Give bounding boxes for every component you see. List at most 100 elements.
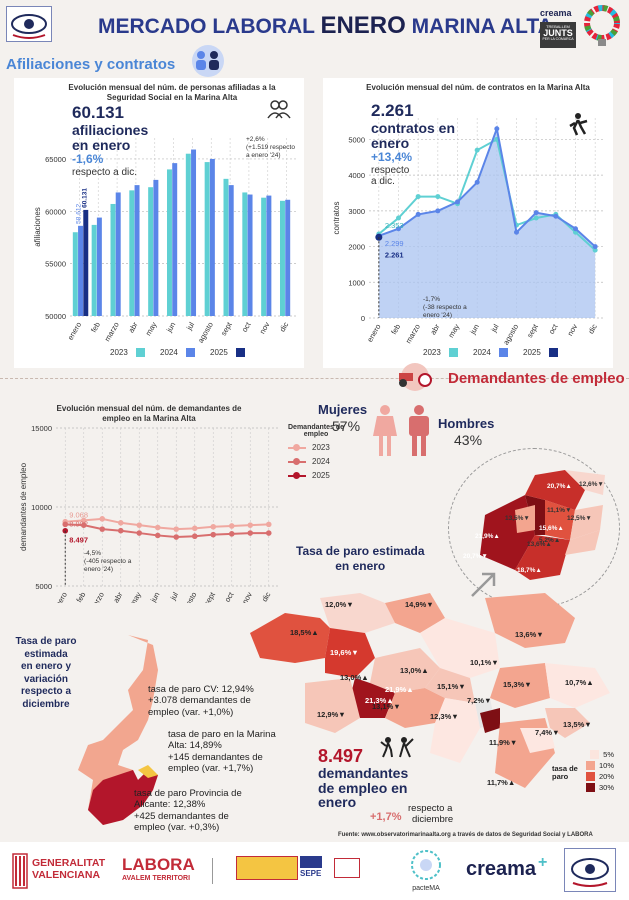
demandantes-point [247, 522, 254, 528]
ma-block: tasa de paro en la Marina Alta: 14,89% +… [168, 729, 276, 775]
tasa-title-1: Tasa de paro [15, 636, 77, 647]
demandantes-legend-items: 2023 2024 2025 [288, 443, 344, 480]
gender-block: Mujeres 57% Hombres 43% [318, 402, 498, 482]
zoom-rate-label: 20,7%▼ [463, 553, 488, 560]
sdg-wheel-icon [580, 3, 624, 47]
hombres-pct: 43% [454, 432, 483, 448]
map-legend-title-2: paro [552, 772, 569, 782]
section-title-demandantes: Demandantes de empleo [448, 370, 625, 387]
demandantes-point [99, 526, 106, 532]
demandantes-point [228, 523, 235, 529]
demandantes-chart-panel: Evolución mensual del núm. de demandante… [14, 398, 284, 603]
afiliaciones-bar [185, 153, 191, 316]
map-rate-label: 12,3%▼ [430, 712, 459, 721]
map-legend-title-1: tasa de [552, 764, 578, 773]
afiliaciones-bar [166, 169, 172, 316]
demandantes-ylabel: demandantes de empleo [19, 462, 28, 551]
map-legend-item: 5% [586, 749, 614, 760]
contratos-xtick: agosto [501, 323, 520, 347]
afiliaciones-bar [209, 158, 215, 316]
map-rate-label: 10,7%▲ [565, 678, 594, 687]
contratos-point [415, 194, 421, 200]
demandantes-xtick: nov [240, 590, 254, 603]
demandantes-data-label: 8.497 [69, 536, 88, 545]
contratos-data-label: 2.261 [385, 250, 404, 259]
demandantes-chart-title: Evolución mensual del núm. de demandante… [56, 404, 242, 423]
demandantes-point [265, 521, 272, 528]
afiliaciones-bar [242, 192, 248, 316]
afiliaciones-xtick: agosto [196, 321, 215, 345]
demandantes-xtick: marzo [88, 591, 106, 604]
zoom-rate-label: 15,6%▲ [539, 525, 564, 532]
junts-logo: TREBALLEM JUNTS PER LA COMARCA [540, 22, 576, 48]
contratos-ytick: 2000 [348, 243, 365, 252]
demandantes-legend-label: 2024 [312, 457, 330, 466]
demandantes-xtick: abr [111, 590, 124, 603]
contratos-var: +13,4% [371, 150, 413, 165]
demandantes-line [65, 517, 269, 531]
demandantes-point [191, 533, 198, 540]
dem-value-l4: enero [318, 794, 357, 811]
contratos-xtick: enero [365, 323, 382, 344]
demandantes-point [173, 534, 180, 540]
contratos-xtick: sept [525, 322, 540, 340]
demandantes-point [136, 522, 143, 528]
map-labels: 12,0%▼ 14,9%▼ 18,5%▲ 19,6%▼ 13,6%▼ 10,1%▼ 13,0… [245, 588, 625, 798]
tractor-icon [390, 362, 440, 392]
demandantes-point [265, 530, 272, 536]
afiliaciones-l1: afiliaciones [72, 121, 149, 138]
contratos-ytick: 5000 [348, 135, 365, 144]
contratos-l2: enero [371, 135, 410, 152]
contratos-point [455, 199, 460, 205]
map-legend: 5% 10% 20% 30% [552, 749, 614, 793]
afiliaciones-headline: 60.131 afiliaciones en enero -1,6% respe… [72, 103, 149, 178]
contratos-area [378, 128, 596, 318]
map-legend-label: 10% [599, 761, 615, 770]
sepe-text: SEPE [300, 869, 322, 878]
afiliaciones-bar [172, 163, 178, 316]
afiliaciones-bar [266, 195, 272, 316]
afiliaciones-bar [148, 187, 154, 316]
contratos-point [533, 210, 539, 216]
afiliaciones-bar [223, 178, 229, 316]
demandantes-data-label: 9.068 [69, 511, 88, 520]
demandantes-point [80, 522, 87, 528]
contratos-var-text-2: a dic. [371, 175, 395, 187]
afiliaciones-xtick: oct [240, 320, 253, 334]
dem-value-block: 8.497 demandantes de empleo en enero [318, 747, 408, 810]
demandantes-legend-item: 2023 [288, 443, 344, 452]
map-legend-item: 20% [586, 771, 614, 782]
map-rate-label: 7,4%▼ [535, 728, 560, 737]
afiliaciones-xtick: jul [184, 320, 196, 332]
map-title: Tasa de paro estimada en enero [296, 544, 425, 574]
map-legend-item: 10% [586, 760, 614, 771]
demandantes-ytick: 10000 [31, 503, 52, 512]
hombres-label: Hombres [438, 416, 495, 431]
demandantes-ytick: 15000 [31, 424, 52, 433]
contratos-point [592, 244, 598, 250]
contratos-data-label: 2.299 [385, 239, 404, 248]
al-line-1: tasa de paro Provincia de [134, 788, 242, 799]
al-line-4: empleo (var. +0,3%) [134, 822, 220, 834]
separator-1 [0, 378, 629, 379]
zoom-rate-label: 21,9%▲ [475, 533, 500, 540]
demandantes-legend-title-1: Demandantes de [288, 424, 345, 431]
afiliaciones-chart-title: Evolución mensual del núm. de personas a… [68, 83, 276, 102]
map-legend-label: 5% [603, 750, 615, 759]
afiliaciones-var-text: respecto a dic. [72, 166, 138, 178]
afiliaciones-bar [129, 190, 135, 316]
map-rate-label: 19,6%▼ [330, 648, 359, 657]
afiliaciones-bar [83, 209, 89, 316]
afiliaciones-xtick: jun [164, 321, 177, 335]
demandantes-xtick: dic [260, 590, 273, 603]
dem-var-text-2: diciembre [412, 814, 454, 826]
junts-line-1: TREBALLEM [546, 24, 570, 29]
map-legend-swatch [590, 750, 600, 759]
demandantes-annot-2: (-405 respecto a [84, 557, 132, 565]
zoom-rate-label: 20,7%▲ [547, 483, 572, 490]
contratos-point [435, 208, 441, 214]
demandantes-legend-item: 2025 [288, 471, 344, 480]
map-rate-label: 10,1%▼ [470, 658, 499, 667]
contratos-chart: 0 1000 2000 3000 4000 5000 enero feb marzo abr may… [332, 118, 605, 357]
afiliaciones-legend-swatch [186, 348, 195, 357]
